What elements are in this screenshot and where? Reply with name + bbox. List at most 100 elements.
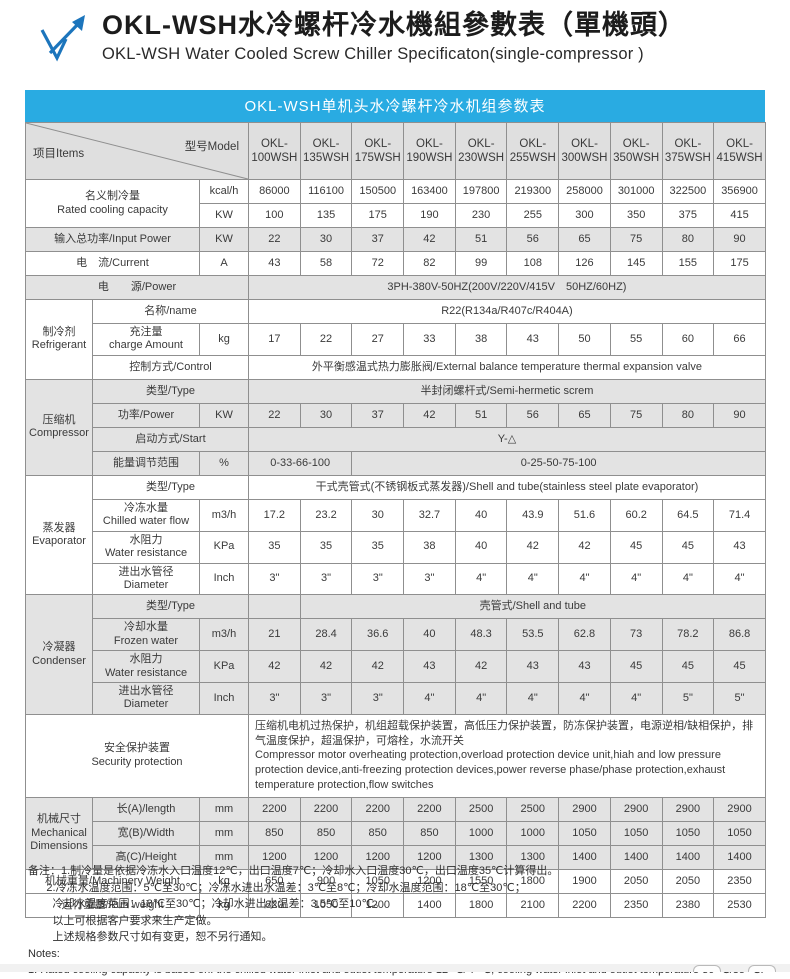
table-row: 运行重量/Run weight kg 820 1050 1200 1400 1800 2100… <box>25 892 766 918</box>
table-row: 充注量 charge Amount kg 17 22 27 33 38 43 50 55 60 66 <box>26 323 766 356</box>
value-cell: KW <box>198 402 250 428</box>
brand-arrow-icon <box>40 15 85 62</box>
value-cell: 850 <box>403 820 456 846</box>
model-header-cell: OKL-230WSH <box>454 121 508 181</box>
value-cell: 43 <box>713 530 766 564</box>
value-cell: 2500 <box>506 796 560 822</box>
value-cell: 356900 <box>713 179 766 205</box>
table-row: 制冷剂 Refrigerant 名称/name R22(R134a/R407c/R4… <box>25 299 766 380</box>
model-header-cell: OKL-190WSH <box>403 121 456 181</box>
value-cell: 5" <box>661 681 715 715</box>
value-cell: 53.5 <box>506 618 560 652</box>
value-cell <box>248 594 301 620</box>
value-cell: 28.4 <box>299 618 353 652</box>
value-cell: 4" <box>454 681 508 715</box>
value-cell: 197800 <box>454 179 508 205</box>
row-label-cell: 能量调节范围 <box>92 450 200 476</box>
value-cell: 3" <box>351 681 405 715</box>
value-cell: 4" <box>609 681 663 715</box>
spec-table-body: 名义制冷量 Rated cooling capacity kcal/h 86000 1… <box>24 179 766 918</box>
table-row: 电 流/Current A 43 58 72 82 99 108 126 145 155 175 <box>25 251 766 277</box>
value-cell: 2900 <box>661 796 715 822</box>
value-cell: 35 <box>248 530 301 564</box>
table-row: 水阻力 Water resistance KPa 42 42 42 43 42 43 43 45 4… <box>26 650 766 683</box>
value-cell: mm <box>198 796 250 822</box>
table-row: 启动方式/Start Y-△ <box>26 426 766 452</box>
value-cell: 43 <box>558 650 611 683</box>
value-cell: 干式壳管式(不锈钢板式蒸发器)/Shell and tube(stainless… <box>248 474 766 500</box>
value-cell: 37 <box>351 227 405 253</box>
value-cell: KW <box>198 203 250 229</box>
value-cell: 33 <box>403 323 456 356</box>
row-label-cell: 输入总功率/Input Power <box>25 227 200 253</box>
row-label-cell: 制冷剂 Refrigerant <box>25 299 93 380</box>
value-cell: 4" <box>506 681 560 715</box>
value-cell: KPa <box>198 530 250 564</box>
row-label-cell: 进出水管径 Diameter <box>92 562 200 596</box>
value-cell: 22 <box>299 323 353 356</box>
value-cell: 40 <box>403 618 456 652</box>
value-cell: 1300 <box>506 844 560 870</box>
table-row: 水阻力 Water resistance KPa 35 35 35 38 40 42 42 45 4… <box>26 530 766 564</box>
value-cell: 322500 <box>661 179 715 205</box>
value-cell: 2500 <box>454 796 508 822</box>
row-label-cell: 水阻力 Water resistance <box>92 650 200 683</box>
value-cell: 半封闭螺杆式/Semi-hermetic screm <box>248 378 766 404</box>
value-cell: 1200 <box>248 844 301 870</box>
value-cell: 42 <box>299 650 353 683</box>
diagonal-header-cell: 项目Items 型号Model <box>24 121 250 181</box>
value-cell: 40 <box>454 498 508 532</box>
row-label-cell: 冷冻水量 Chilled water flow <box>92 498 200 532</box>
row-label-cell: 运行重量/Run weight <box>25 892 200 918</box>
value-cell: 64.5 <box>661 498 715 532</box>
value-cell: kg <box>198 892 250 918</box>
value-cell: 850 <box>299 820 353 846</box>
value-cell: 1000 <box>454 820 508 846</box>
value-cell: 23.2 <box>299 498 353 532</box>
notes-section: 备注：1.制冷量是依据冷冻水入口温度12℃，出口温度7℃；冷却水入口温度30℃，… <box>28 863 780 979</box>
model-header-cell: OKL-415WSH <box>713 121 766 181</box>
value-cell: 3" <box>248 562 301 596</box>
value-cell: 1200 <box>351 844 405 870</box>
value-cell: 71.4 <box>713 498 766 532</box>
row-label-cell: 充注量 charge Amount <box>92 323 200 356</box>
table-row: 电 源/Power 3PH-380V-50HZ(200V/220V/415V 50… <box>24 275 766 301</box>
value-cell: 65 <box>558 227 611 253</box>
value-cell: 30 <box>351 498 405 532</box>
value-cell: 1800 <box>454 892 508 918</box>
value-cell: KPa <box>198 650 250 683</box>
value-cell: 32.7 <box>403 498 456 532</box>
note-line: Notes: <box>28 947 60 960</box>
value-cell: 66 <box>713 323 766 356</box>
row-label-cell: 类型/Type <box>91 378 250 404</box>
value-cell: 82 <box>403 251 456 277</box>
value-cell: R22(R134a/R407c/R404A) <box>248 299 766 325</box>
value-cell: 42 <box>506 530 560 564</box>
value-cell: % <box>198 450 250 476</box>
value-cell: 4" <box>713 562 766 596</box>
value-cell: 78.2 <box>661 618 715 652</box>
value-cell: 42 <box>558 530 611 564</box>
model-header-cell: OKL-255WSH <box>506 121 560 181</box>
model-label: 型号Model <box>184 140 240 153</box>
table-row: 控制方式/Control 外平衡感温式热力膨胀阀/External balance… <box>26 354 766 380</box>
value-cell: 155 <box>661 251 715 277</box>
row-label-cell: 机械尺寸 Mechanical Dimensions <box>25 796 93 870</box>
value-cell: 4" <box>403 681 456 715</box>
value-cell: A <box>198 251 250 277</box>
table-row: 能量调节范围% 0-33-66-100 0-25-50-75-100 <box>26 450 766 476</box>
model-header-cell: OKL-300WSH <box>558 121 611 181</box>
value-cell: 255 <box>506 203 560 229</box>
value-cell: 80 <box>661 402 715 428</box>
table-row: 进出水管径 Diameter Inch 3" 3" 3" 3" 4" 4" 4" 4" 4" 4" <box>26 562 766 596</box>
table-row: 输入总功率/Input Power KW 22 30 37 42 51 56 65 75 80 90 <box>25 227 766 253</box>
value-cell: m3/h <box>198 618 250 652</box>
value-cell: 27 <box>351 323 405 356</box>
table-row: 宽(B)/Width mm 850 850 850 850 1000 1000 1050 1050… <box>26 820 766 846</box>
value-cell: kcal/h <box>198 179 250 205</box>
value-cell: 42 <box>403 227 456 253</box>
table-row: 机械尺寸 Mechanical Dimensions 长(A)/length mm 2… <box>25 796 766 870</box>
value-cell: 35 <box>299 530 353 564</box>
value-cell: 45 <box>713 650 766 683</box>
value-cell: 45 <box>661 530 715 564</box>
